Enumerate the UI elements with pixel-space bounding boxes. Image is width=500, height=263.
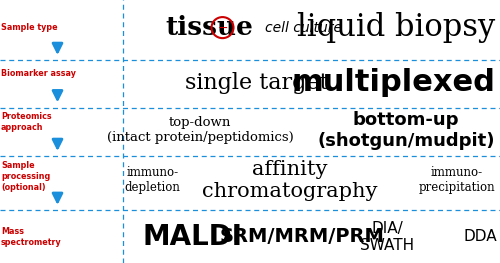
Text: multiplexed: multiplexed: [291, 68, 495, 97]
Text: MALDI: MALDI: [142, 223, 242, 251]
Text: single target: single target: [185, 72, 328, 94]
Text: SRM/MRM/PRM: SRM/MRM/PRM: [220, 227, 385, 246]
Text: top-down
(intact protein/peptidomics): top-down (intact protein/peptidomics): [106, 116, 294, 144]
Text: Proteomics
approach: Proteomics approach: [1, 112, 51, 132]
Text: bottom-up
(shotgun/mudpit): bottom-up (shotgun/mudpit): [318, 111, 495, 150]
Text: immuno-
precipitation: immuno- precipitation: [418, 166, 495, 194]
Text: cell culture: cell culture: [265, 21, 342, 35]
Text: DDA: DDA: [463, 229, 497, 244]
Text: −: −: [217, 22, 228, 35]
Text: liquid biopsy: liquid biopsy: [297, 12, 495, 43]
Text: Biomarker assay: Biomarker assay: [1, 69, 76, 78]
Text: tissue: tissue: [165, 15, 253, 40]
Text: Sample type: Sample type: [1, 23, 58, 32]
Text: DIA/
SWATH: DIA/ SWATH: [360, 220, 414, 253]
Text: Sample
processing
(optional): Sample processing (optional): [1, 161, 50, 192]
Text: affinity
chromatography: affinity chromatography: [202, 160, 378, 201]
Text: Mass
spectrometry: Mass spectrometry: [1, 227, 62, 247]
Text: immuno-
depletion: immuno- depletion: [124, 166, 180, 194]
